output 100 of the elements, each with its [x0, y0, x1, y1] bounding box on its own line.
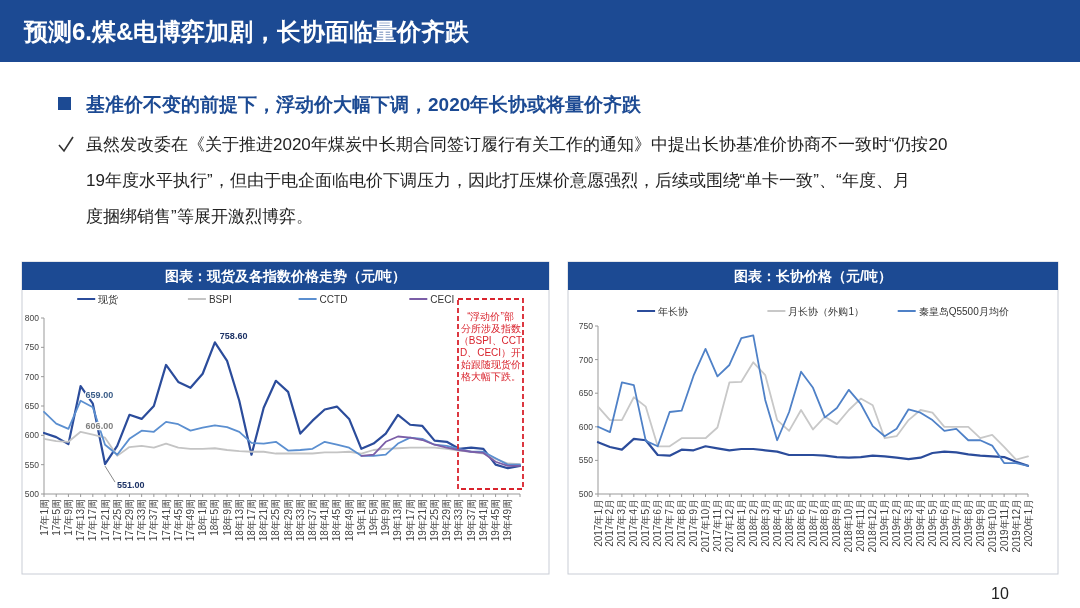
text: 基准价不变的前提下，浮动价大幅下调，2020年长协或将量价齐跌: [85, 94, 643, 115]
y-tick-label: 600: [24, 430, 40, 441]
x-tick-label: 19年33周: [453, 499, 465, 542]
x-tick-label: 17年37周: [148, 499, 160, 542]
x-tick-label: 2017年10月: [700, 499, 711, 553]
annotation: 758.60: [219, 331, 248, 342]
x-tick-label: 2019年3月: [903, 499, 915, 547]
x-tick-label: 18年37周: [307, 499, 319, 542]
x-tick-label: 17年33周: [136, 499, 148, 542]
x-tick-label: 2018年8月: [819, 499, 831, 547]
x-tick-label: 18年41周: [319, 499, 331, 542]
y-tick-label: 500: [24, 489, 40, 499]
x-tick-label: 2018年11月: [855, 499, 867, 552]
x-tick-label: 2017年9月: [688, 499, 700, 547]
x-tick-label: 2018年1月: [735, 499, 747, 547]
x-tick-label: 2018年2月: [747, 499, 759, 547]
legend-label: 月长协（外购1）: [788, 305, 864, 317]
line-series: [360, 435, 521, 467]
x-tick-label: 2017年6月: [652, 499, 664, 547]
x-tick-label: 2019年1月: [879, 499, 891, 547]
x-tick-label: 19年21周: [416, 499, 428, 542]
x-tick-label: 2019年7月: [950, 499, 962, 547]
x-tick-label: 19年41周: [477, 499, 489, 542]
line-series: [43, 430, 521, 465]
x-tick-label: 19年29周: [441, 499, 453, 542]
x-tick-label: 2018年7月: [807, 499, 819, 547]
x-tick-label: 2019年11月: [998, 499, 1010, 552]
x-tick-label: 2018年4月: [771, 499, 783, 547]
x-tick-label: 18年1周: [197, 499, 209, 536]
x-tick-label: 17年21周: [99, 499, 111, 542]
x-tick-label: 2017年5月: [640, 499, 652, 547]
x-tick-label: 19年17周: [404, 499, 416, 542]
y-tick-label: 550: [578, 455, 594, 466]
x-tick-label: 2019年5月: [926, 499, 938, 547]
x-tick-label: 2019年12月: [1010, 499, 1022, 553]
annotation: 551.00: [117, 480, 145, 491]
x-tick-label: 17年29周: [123, 499, 135, 542]
x-tick-label: 2019年4月: [915, 499, 926, 547]
x-tick-label: 19年49周: [502, 499, 514, 542]
x-tick-label: 2018年6月: [795, 499, 807, 547]
x-tick-label: 18年21周: [258, 499, 270, 542]
x-tick-label: 2018年3月: [759, 499, 771, 547]
text: 10: [991, 585, 1009, 602]
x-tick-label: 2019年9月: [974, 499, 986, 547]
x-tick-label: 2017年1月: [592, 499, 604, 547]
x-tick-label: 19年1周: [355, 499, 367, 536]
x-tick-label: 2019年10月: [986, 499, 998, 553]
y-tick-label: 650: [24, 401, 40, 411]
x-tick-label: 2018年12月: [867, 499, 879, 553]
y-tick-label: 750: [24, 342, 40, 353]
line-series: [597, 334, 1029, 467]
annotation: 659.00: [85, 389, 114, 400]
legend-label: BSPI: [208, 293, 232, 305]
y-tick-label: 800: [24, 313, 40, 323]
x-tick-label: 2017年4月: [628, 499, 640, 547]
x-tick-label: 19年45周: [490, 499, 502, 542]
chart-title: 图表：长协价格（元/吨）: [734, 268, 892, 284]
x-tick-label: 2019年2月: [891, 499, 903, 547]
x-tick-label: 2017年12月: [723, 499, 735, 553]
legend-label: CCTD: [319, 293, 348, 305]
x-tick-label: 2018年9月: [831, 499, 843, 547]
x-tick-label: 2018年10月: [843, 499, 855, 553]
x-tick-label: 18年5周: [209, 499, 221, 536]
y-tick-label: 500: [578, 489, 594, 499]
x-tick-label: 2018年5月: [783, 499, 795, 547]
y-tick-label: 600: [578, 421, 594, 432]
x-tick-label: 18年33周: [294, 499, 306, 542]
x-tick-label: 17年13周: [75, 499, 87, 542]
y-tick-label: 550: [24, 459, 40, 470]
legend-label: 年长协: [658, 305, 689, 317]
x-tick-label: 19年37周: [465, 499, 477, 542]
x-tick-label: 2020年1月: [1022, 499, 1034, 547]
x-tick-label: 2019年8月: [962, 499, 974, 547]
y-tick-label: 750: [578, 321, 594, 331]
x-tick-label: 2017年3月: [616, 499, 628, 547]
chart-title: 图表：现货及各指数价格走势（元/吨）: [164, 268, 407, 284]
x-tick-label: 2017年7月: [664, 499, 676, 547]
x-tick-label: 2019年6月: [938, 499, 950, 547]
x-tick-label: 17年17周: [87, 499, 99, 542]
x-tick-label: 17年41周: [160, 499, 172, 542]
x-tick-label: 17年9周: [62, 499, 74, 536]
x-tick-label: 17年45周: [172, 499, 184, 542]
line-series: [43, 399, 521, 466]
legend-label: 秦皇岛Q5500月均价: [918, 305, 1009, 317]
line-series: [597, 361, 1029, 461]
line-series: [596, 437, 1030, 467]
x-tick-label: 19年5周: [368, 499, 380, 536]
x-tick-label: 18年13周: [233, 499, 245, 542]
x-tick-label: 2017年11月: [711, 499, 723, 552]
x-tick-label: 18年9周: [221, 499, 233, 536]
x-tick-label: 17年5周: [50, 499, 62, 536]
x-tick-label: 2017年8月: [676, 499, 688, 547]
x-tick-label: 18年29周: [282, 499, 294, 542]
text: 虽然发改委在《关于推进2020年煤炭中长期合同签订履行有关工作的通知》中提出长协基准价协商不一致时“仍按2019年度水平执行”，但由于电企面临电价下调压力，因此打压煤价意愿强烈，后续或围绕“单卡一致”、“年度、月度捆绑销售”等展开激烈博弈。: [86, 135, 948, 226]
text: 预测6.煤&电博弈加剧，长协面临量价齐跌: [23, 18, 471, 45]
x-tick-label: 18年45周: [331, 499, 343, 542]
x-tick-label: 18年25周: [270, 499, 282, 542]
legend-label: CECI: [430, 293, 455, 305]
x-tick-label: 17年25周: [111, 499, 123, 542]
x-tick-label: 18年17周: [245, 499, 257, 542]
